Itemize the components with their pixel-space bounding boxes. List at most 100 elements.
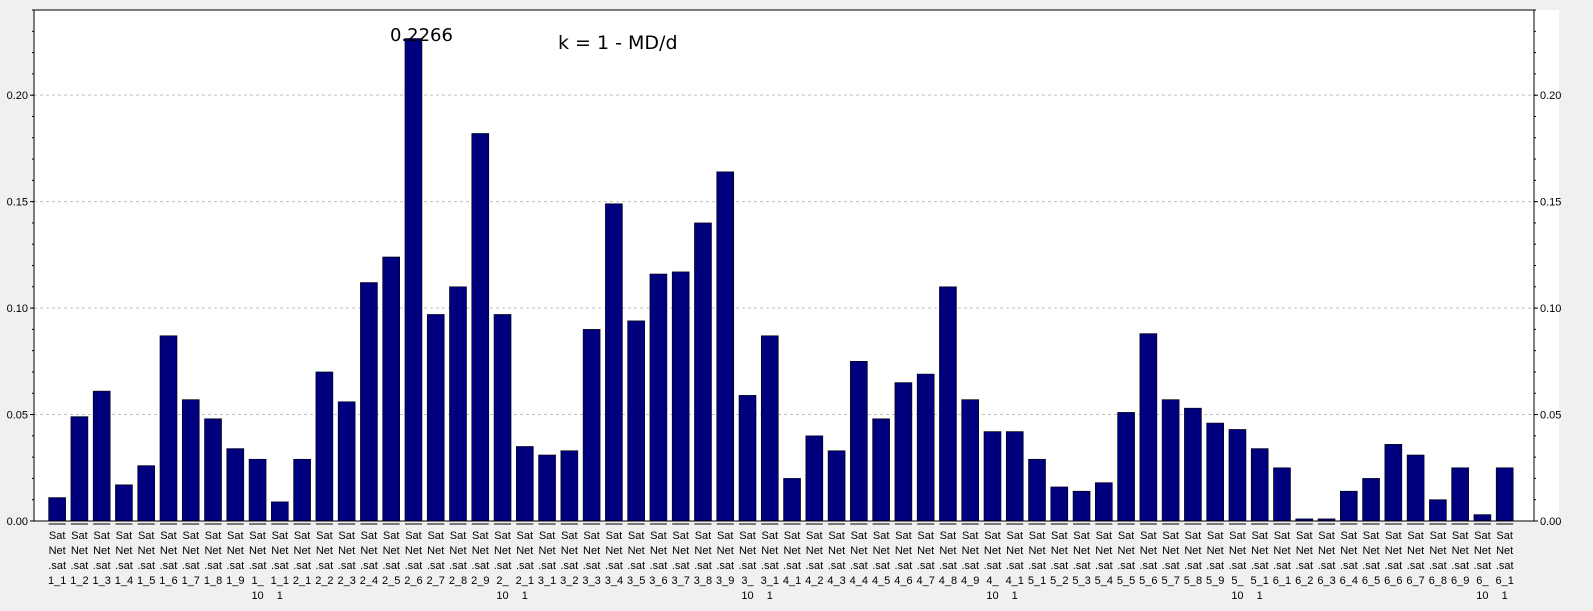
- bars: [48, 38, 1514, 522]
- bar: [760, 335, 779, 522]
- x-category-label: Sat Net .sat 2_3: [337, 530, 355, 587]
- x-category-label-line: Sat: [984, 530, 1001, 542]
- x-category-label: Sat Net .sat 1_1: [48, 530, 66, 587]
- x-category-label-line: Sat: [672, 530, 689, 542]
- x-category-label-line: Net: [895, 545, 912, 557]
- x-category-label-line: 1_: [251, 575, 264, 587]
- bar: [827, 450, 846, 522]
- bar: [360, 282, 378, 522]
- x-category-label-line: Sat: [1185, 530, 1202, 542]
- x-category-label-line: 3_1: [761, 575, 779, 587]
- x-category-label-line: Sat: [1407, 530, 1424, 542]
- x-category-label: Sat Net .sat 3_ 10: [739, 530, 757, 602]
- bar: [961, 399, 980, 522]
- x-category-label-line: Net: [1496, 545, 1513, 557]
- x-category-label: Sat Net .sat 2_1: [293, 530, 311, 587]
- x-category-label-line: Sat: [1140, 530, 1157, 542]
- x-category-label-line: Net: [516, 545, 533, 557]
- x-category-label-line: Net: [962, 545, 979, 557]
- bar: [404, 38, 423, 522]
- x-category-label-line: Net: [828, 545, 845, 557]
- x-category-label-line: Net: [1051, 545, 1068, 557]
- bar: [337, 401, 356, 522]
- x-category-label-line: .sat: [716, 560, 734, 572]
- x-category-label: Sat Net .sat 6_ 10: [1474, 530, 1492, 602]
- x-category-label-line: Sat: [695, 530, 712, 542]
- x-category-label-line: Sat: [316, 530, 333, 542]
- x-category-label-line: Sat: [383, 530, 400, 542]
- bar: [1384, 444, 1403, 522]
- x-category-label-line: .sat: [1496, 560, 1514, 572]
- x-category-label-line: Sat: [784, 530, 801, 542]
- x-category-label-line: .sat: [360, 560, 378, 572]
- x-category-label-line: Net: [1118, 545, 1135, 557]
- x-category-label-line: Net: [1028, 545, 1045, 557]
- x-category-label: Sat Net .sat 5_1 1: [1251, 530, 1269, 602]
- bar: [48, 497, 66, 522]
- x-category-label-line: Net: [917, 545, 934, 557]
- x-category-label: Sat Net .sat 1_6: [159, 530, 177, 587]
- x-category-label-line: 2_6: [404, 575, 422, 587]
- x-category-label-line: 5_1: [1028, 575, 1046, 587]
- x-category-label-line: Sat: [1051, 530, 1068, 542]
- x-category-label-line: .sat: [293, 560, 311, 572]
- x-category-label-line: Sat: [762, 530, 779, 542]
- bar: [694, 222, 712, 522]
- x-category-label: Sat Net .sat 2_8: [449, 530, 467, 587]
- x-category-label-line: 6_1: [1273, 575, 1291, 587]
- x-category-label-line: Sat: [806, 530, 823, 542]
- x-category-label-line: 5_: [1231, 575, 1244, 587]
- bar: [1250, 448, 1269, 522]
- x-category-label-line: 4_6: [894, 575, 912, 587]
- x-category-label: Sat Net .sat 2_9: [471, 530, 489, 587]
- x-category-label: Sat Net .sat 1_8: [204, 530, 222, 587]
- bar: [627, 320, 645, 522]
- x-category-label-line: .sat: [1407, 560, 1425, 572]
- x-category-label-line: 1_4: [115, 575, 133, 587]
- x-category-label: Sat Net .sat 6_8: [1429, 530, 1447, 587]
- x-category-label-line: Sat: [1430, 530, 1447, 542]
- x-category-label-line: 5_7: [1161, 575, 1179, 587]
- x-category-label: Sat Net .sat 5_8: [1184, 530, 1202, 587]
- x-category-label: Sat Net .sat 6_9: [1451, 530, 1469, 587]
- x-category-label-line: Sat: [49, 530, 66, 542]
- x-category-label-line: Sat: [1474, 530, 1491, 542]
- x-category-label-line: 1_7: [182, 575, 200, 587]
- bar: [271, 501, 289, 522]
- x-category-label-line: Sat: [583, 530, 600, 542]
- x-category-label: Sat Net .sat 6_4: [1340, 530, 1358, 587]
- x-category-label: Sat Net .sat 5_ 10: [1229, 530, 1247, 602]
- x-category-label-line: 3_8: [694, 575, 712, 587]
- x-category-label-line: Net: [1407, 545, 1424, 557]
- x-category-label-line: 2_3: [337, 575, 355, 587]
- bar: [850, 361, 868, 522]
- x-category-label-line: .sat: [494, 560, 512, 572]
- x-category-label-line: Net: [1385, 545, 1402, 557]
- x-category-label-line: Net: [1162, 545, 1179, 557]
- x-category-label-line: Net: [806, 545, 823, 557]
- x-category-label-line: .sat: [1451, 560, 1469, 572]
- x-category-label: Sat Net .sat 6_3: [1317, 530, 1335, 587]
- x-category-label-line: Sat: [405, 530, 422, 542]
- y-tick-label-left: 0.00: [7, 516, 28, 528]
- bar: [315, 371, 334, 522]
- bar: [1406, 454, 1425, 522]
- x-category-label-line: Net: [1095, 545, 1112, 557]
- x-category-label-line: 6_: [1476, 575, 1489, 587]
- x-category-label: Sat Net .sat 6_5: [1362, 530, 1380, 587]
- x-category-label-line: 1: [1502, 590, 1508, 602]
- x-category-label-line: Sat: [1385, 530, 1402, 542]
- x-category-label-line: .sat: [1162, 560, 1180, 572]
- x-category-label-line: Sat: [427, 530, 444, 542]
- x-category-label-line: Sat: [895, 530, 912, 542]
- x-category-label-line: .sat: [1184, 560, 1202, 572]
- x-category-label: Sat Net .sat 3_7: [672, 530, 690, 587]
- x-category-label-line: Net: [672, 545, 689, 557]
- x-category-label-line: 5_6: [1139, 575, 1157, 587]
- x-category-label-line: Net: [338, 545, 355, 557]
- bar: [471, 133, 490, 522]
- x-category-label-line: Net: [494, 545, 511, 557]
- x-category-label-line: Sat: [1363, 530, 1380, 542]
- x-category-label-line: 10: [1231, 590, 1243, 602]
